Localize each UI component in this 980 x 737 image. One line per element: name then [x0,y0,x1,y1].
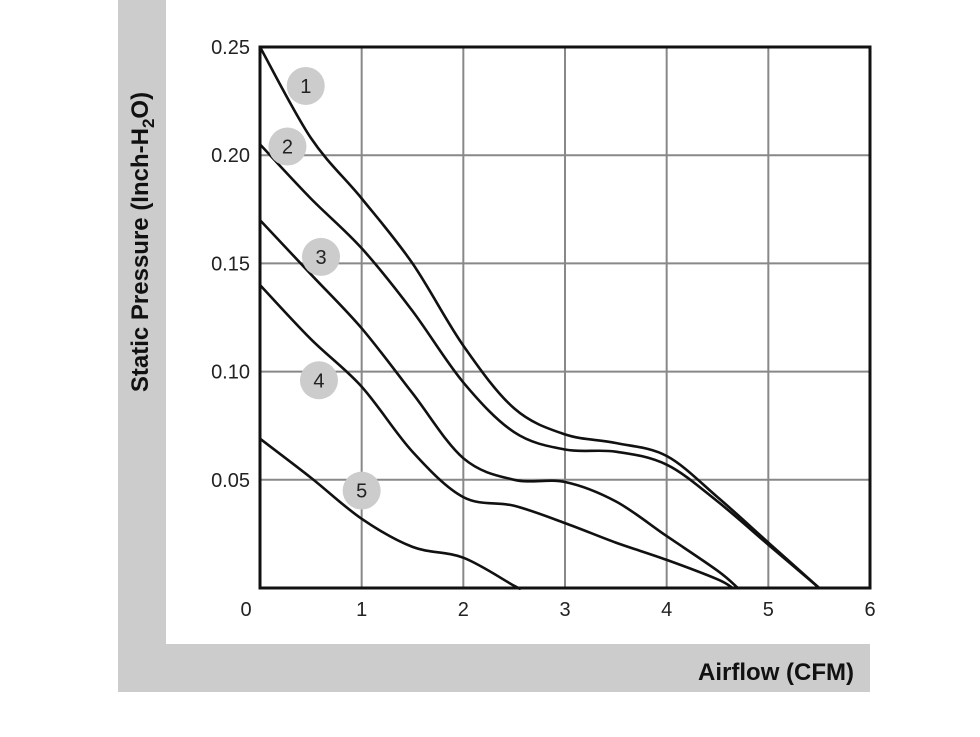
tick-labels: 0 1 2 3 4 5 6 0.05 0.10 0.15 0.20 0.25 [211,37,876,621]
frame-band-bottom [118,644,870,692]
series-line-4 [258,283,735,590]
series-group [258,45,821,590]
y-axis-title-main: Static Pressure (Inch-H [127,128,154,392]
curve-label-badge-3 [302,237,340,276]
x-tick-label: 1 [356,599,367,621]
x-tick-label: 6 [864,599,875,621]
x-tick-label: 2 [458,599,469,621]
curve-label-badge-5 [342,471,381,510]
curve-label-badge-4 [299,361,338,400]
curve-label-1: 1 [300,76,311,98]
curve-label-5: 5 [356,481,367,503]
y-tick-label: 0.20 [211,145,250,167]
y-tick-label: 0.05 [211,470,250,492]
plot-frame [258,45,872,590]
curve-label-2: 2 [282,137,293,159]
series-line-5 [258,437,522,590]
series-line-3 [258,218,740,590]
curve-label-4: 4 [313,370,324,392]
y-tick-label: 0.10 [211,362,250,384]
x-tick-label: 0 [240,599,251,621]
x-tick-label: 4 [661,599,672,621]
curve-label-badge-2 [268,127,307,166]
series-line-2 [258,143,821,590]
y-tick-label: 0.15 [211,253,250,275]
y-axis-title: Static Pressure (Inch-H2O) [127,92,158,392]
frame-band-left [118,0,166,692]
y-axis-title-subscript: 2 [139,119,158,128]
x-tick-label: 3 [559,599,570,621]
y-tick-label: 0.25 [211,37,250,59]
curve-label-3: 3 [315,247,326,269]
series-line-1 [258,45,821,590]
curve-labels: 1 2 3 4 5 [268,66,381,510]
x-tick-label: 5 [763,599,774,621]
x-axis-title: Airflow (CFM) [698,659,854,686]
y-axis-title-tail: O) [127,92,154,119]
curve-label-badge-1 [286,66,325,105]
